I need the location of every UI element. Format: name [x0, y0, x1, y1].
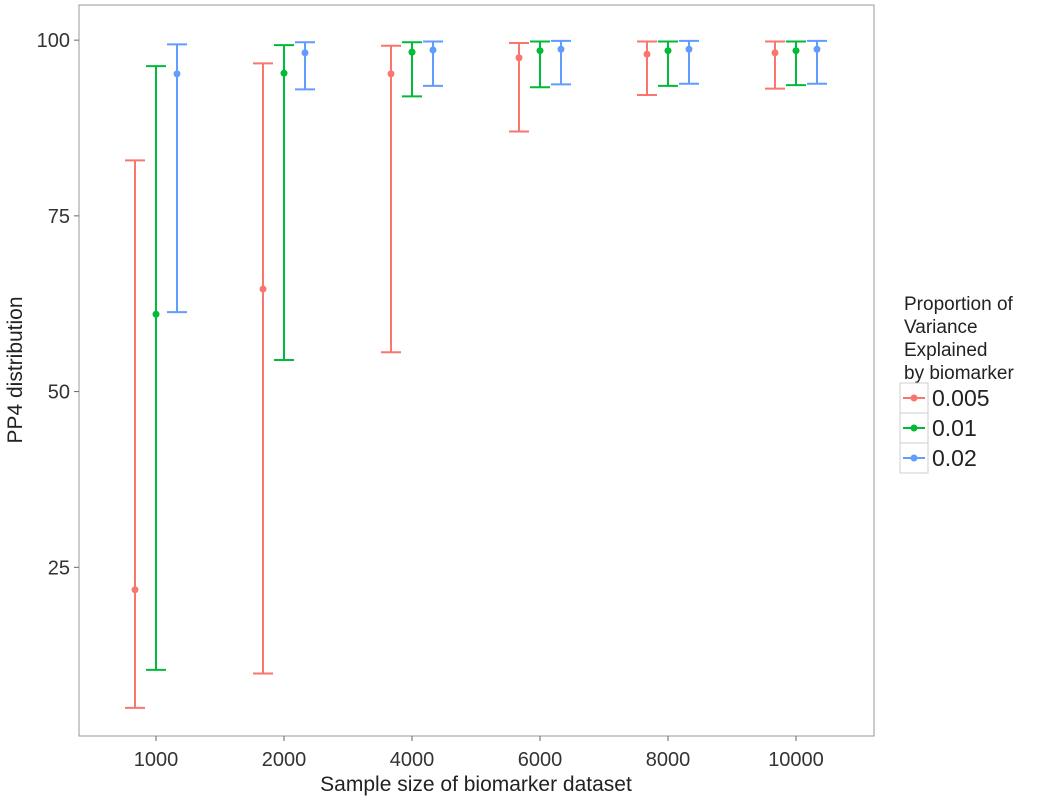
legend-title-line: by biomarker [904, 363, 1014, 384]
data-point [429, 46, 437, 54]
data-point [301, 49, 309, 57]
x-tick-label: 6000 [518, 749, 563, 771]
x-tick-label: 2000 [262, 749, 307, 771]
legend-item: 0.005 [899, 382, 990, 414]
data-point [173, 70, 181, 78]
x-tick-label: 8000 [646, 749, 691, 771]
data-point [280, 69, 288, 77]
legend-item: 0.02 [899, 442, 977, 474]
data-point [408, 48, 416, 56]
data-point [813, 45, 821, 53]
series-0.005 [125, 40, 785, 709]
data-point [515, 54, 523, 62]
data-marks [125, 39, 827, 709]
legend-title-line: Explained [904, 340, 987, 361]
legend-label: 0.005 [932, 385, 990, 411]
y-tick-label: 75 [48, 206, 70, 228]
x-tick-label: 4000 [390, 749, 435, 771]
legend-key-point [910, 424, 918, 432]
legend-title-line: Proportion of [904, 294, 1014, 315]
x-axis: 1000 2000 4000 6000 8000 10000 [134, 736, 824, 771]
y-tick-label: 50 [48, 382, 70, 404]
data-point [152, 310, 160, 318]
legend-key-point [910, 394, 918, 402]
data-point [387, 70, 395, 78]
x-tick-label: 10000 [768, 749, 824, 771]
data-point [557, 45, 565, 53]
y-axis: 25 50 75 100 [37, 30, 79, 579]
series-0.01 [146, 40, 806, 671]
data-point [792, 47, 800, 55]
x-tick-label: 1000 [134, 749, 179, 771]
y-tick-label: 25 [48, 557, 70, 579]
y-tick-label: 100 [37, 30, 70, 52]
x-axis-title: Sample size of biomarker dataset [320, 773, 632, 796]
legend-key-point [910, 454, 918, 462]
series-0.02 [167, 39, 827, 314]
y-axis-title: PP4 distribution [4, 296, 27, 443]
data-point [536, 47, 544, 55]
legend-title-line: Variance [904, 317, 978, 338]
legend-label: 0.02 [932, 445, 977, 471]
data-point [131, 586, 139, 594]
legend-item: 0.01 [899, 412, 977, 444]
data-point [664, 47, 672, 55]
plot-panel [78, 4, 875, 737]
legend-label: 0.01 [932, 415, 977, 441]
data-point [771, 49, 779, 57]
data-point [643, 50, 651, 58]
data-point [259, 285, 267, 293]
data-point [685, 45, 693, 53]
